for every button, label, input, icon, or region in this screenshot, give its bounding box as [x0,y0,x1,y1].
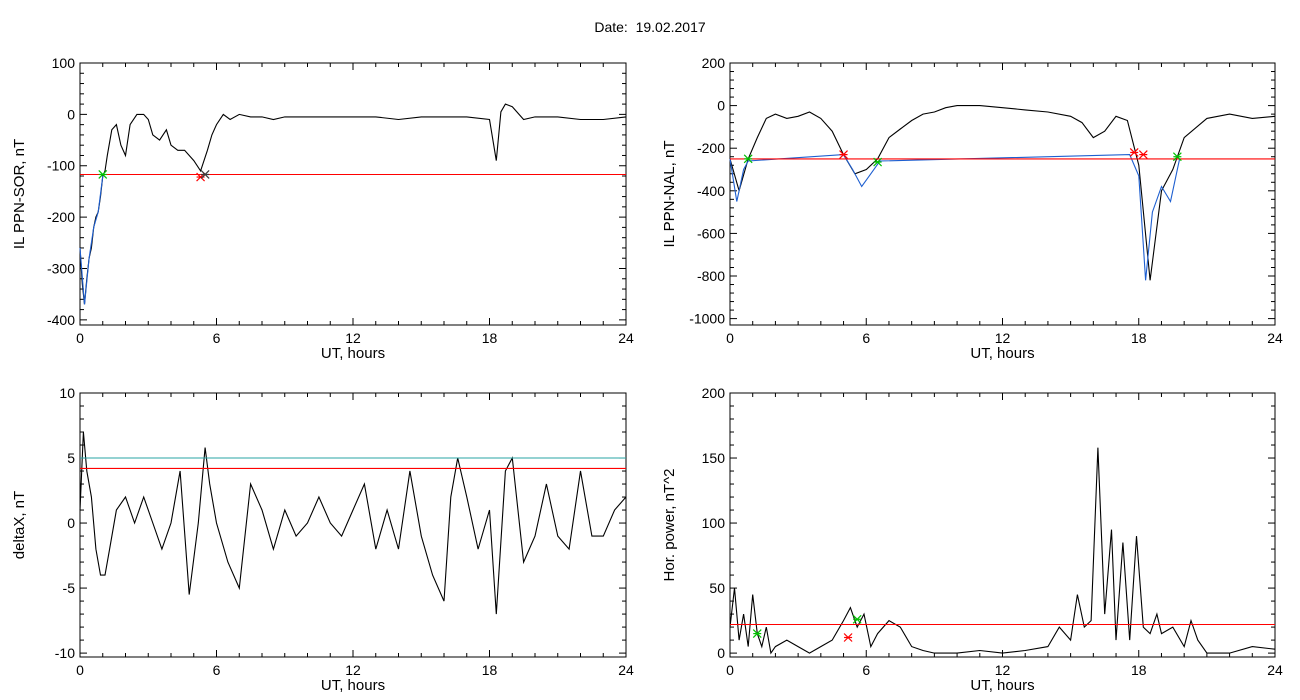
y-tick-label: 0 [717,645,725,661]
marker-asterisk [839,150,848,160]
y-tick-label: -200 [47,209,75,225]
plot-frame [729,62,1276,326]
y-tick-label: 0 [67,515,75,531]
x-tick-label: 18 [1131,662,1147,678]
x-tick-label: 24 [618,330,634,346]
x-tick-label: 18 [1131,330,1147,346]
x-tick-label: 18 [482,662,498,678]
date-label: Date: [594,19,628,35]
y-tick-label: 100 [52,55,76,71]
y-tick-label: -1000 [689,311,725,327]
x-tick-label: 24 [1267,662,1283,678]
x-tick-label: 12 [995,330,1011,346]
y-tick-label: 100 [702,515,726,531]
x-tick-label: 0 [76,330,84,346]
y-axis-title: Hor. power, nT^2 [661,469,678,582]
x-tick-label: 6 [213,662,221,678]
y-tick-label: -100 [47,158,75,174]
y-tick-label: 0 [67,106,75,122]
x-axis-title: UT, hours [970,677,1034,694]
x-axis-title: UT, hours [321,345,385,362]
marker-asterisk [852,614,862,624]
chart-3: 0 6 12 18 24 10 5 0 -5 -10 UT, hours deltaX, nT [11,385,634,694]
series-2-line [79,175,104,305]
x-tick-label: 12 [345,662,361,678]
x-axis-title: UT, hours [970,345,1034,362]
marker-asterisk [98,170,108,179]
series-1-line [79,431,627,615]
y-tick-label: 150 [702,450,726,466]
x-tick-label: 12 [995,662,1011,678]
series-1-line [729,105,1276,281]
marker-asterisk [752,629,762,639]
y-tick-label: -200 [697,140,725,156]
x-tick-label: 6 [862,662,870,678]
y-tick-label: 200 [702,55,726,71]
y-tick-label: 10 [59,385,75,401]
series-2-line [729,154,1181,281]
chart-1: 0 6 12 18 24 100 0 -100 -200 -300 -400 UT, hours IL … [11,55,634,362]
x-tick-label: 6 [862,330,870,346]
y-axis-title: IL PPN-SOR, nT [11,139,28,249]
marker-asterisk [873,157,883,167]
series-1-line [729,447,1276,655]
page-title: Date: 19.02.2017 [0,19,1300,35]
x-tick-label: 24 [1267,330,1283,346]
marker-asterisk [843,633,853,642]
date-value: 19.02.2017 [635,19,706,35]
marker-asterisk [743,154,753,164]
x-axis-title: UT, hours [321,677,385,694]
y-tick-label: -300 [47,260,75,276]
marker-asterisk [1138,150,1148,160]
x-tick-label: 6 [213,330,221,346]
y-tick-label: -600 [697,225,725,241]
marker-asterisk [200,170,210,179]
y-tick-label: -400 [697,183,725,199]
x-tick-label: 12 [345,330,361,346]
x-tick-label: 0 [726,330,734,346]
y-axis-title: deltaX, nT [11,491,28,559]
marker-asterisk [1172,152,1182,162]
y-tick-label: 50 [709,580,725,596]
plot-frame [729,392,1276,658]
y-axis-title: IL PPN-NAL, nT [661,141,678,248]
y-tick-label: 200 [702,385,726,401]
chart-2: 0 6 12 18 24 200 0 -200 -400 -600 -800 -1000 UT, hou… [661,55,1283,362]
y-tick-label: -400 [47,312,75,328]
marker-asterisk [1129,148,1139,157]
series-1-line [79,103,627,305]
x-tick-label: 0 [726,662,734,678]
y-tick-label: -10 [55,645,75,661]
x-tick-label: 24 [618,662,634,678]
y-tick-label: -5 [63,580,76,596]
plot-frame [79,392,627,658]
x-tick-label: 0 [76,662,84,678]
x-tick-label: 18 [482,330,498,346]
y-tick-label: 5 [67,450,75,466]
y-tick-label: -800 [697,268,725,284]
plot-frame [79,62,627,326]
chart-4: 0 6 12 18 24 200 150 100 50 0 UT, hours Hor. power,… [661,385,1283,694]
y-tick-label: 0 [717,98,725,114]
